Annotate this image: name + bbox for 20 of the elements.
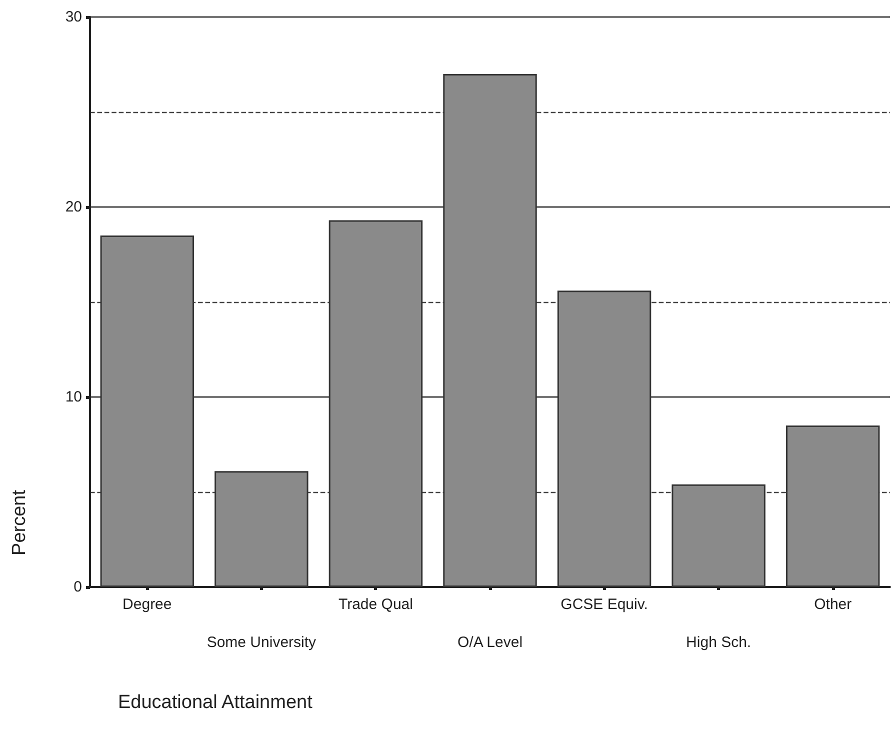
bar [328,220,423,587]
bar [214,471,308,587]
bar [672,484,766,587]
x-tick-label: High Sch. [686,634,752,651]
x-tick-label: Other [814,596,852,613]
x-tick-label: O/A Level [457,634,523,651]
x-tick-label: Some University [206,634,317,651]
bar [557,290,652,587]
y-tick-label: 10 [65,388,82,406]
x-tick-label: Degree [122,596,172,613]
y-tick-label: 30 [65,8,82,26]
x-axis-title: Educational Attainment [118,692,314,713]
bar [786,426,880,587]
y-tick-label: 0 [74,578,82,596]
x-tick-label: GCSE Equiv. [560,596,648,613]
y-axis-title: Percent [9,489,30,556]
y-tick-label: 20 [65,198,82,216]
bar [100,236,194,587]
x-tick-label: Trade Qual [338,596,413,613]
bar [443,74,537,587]
